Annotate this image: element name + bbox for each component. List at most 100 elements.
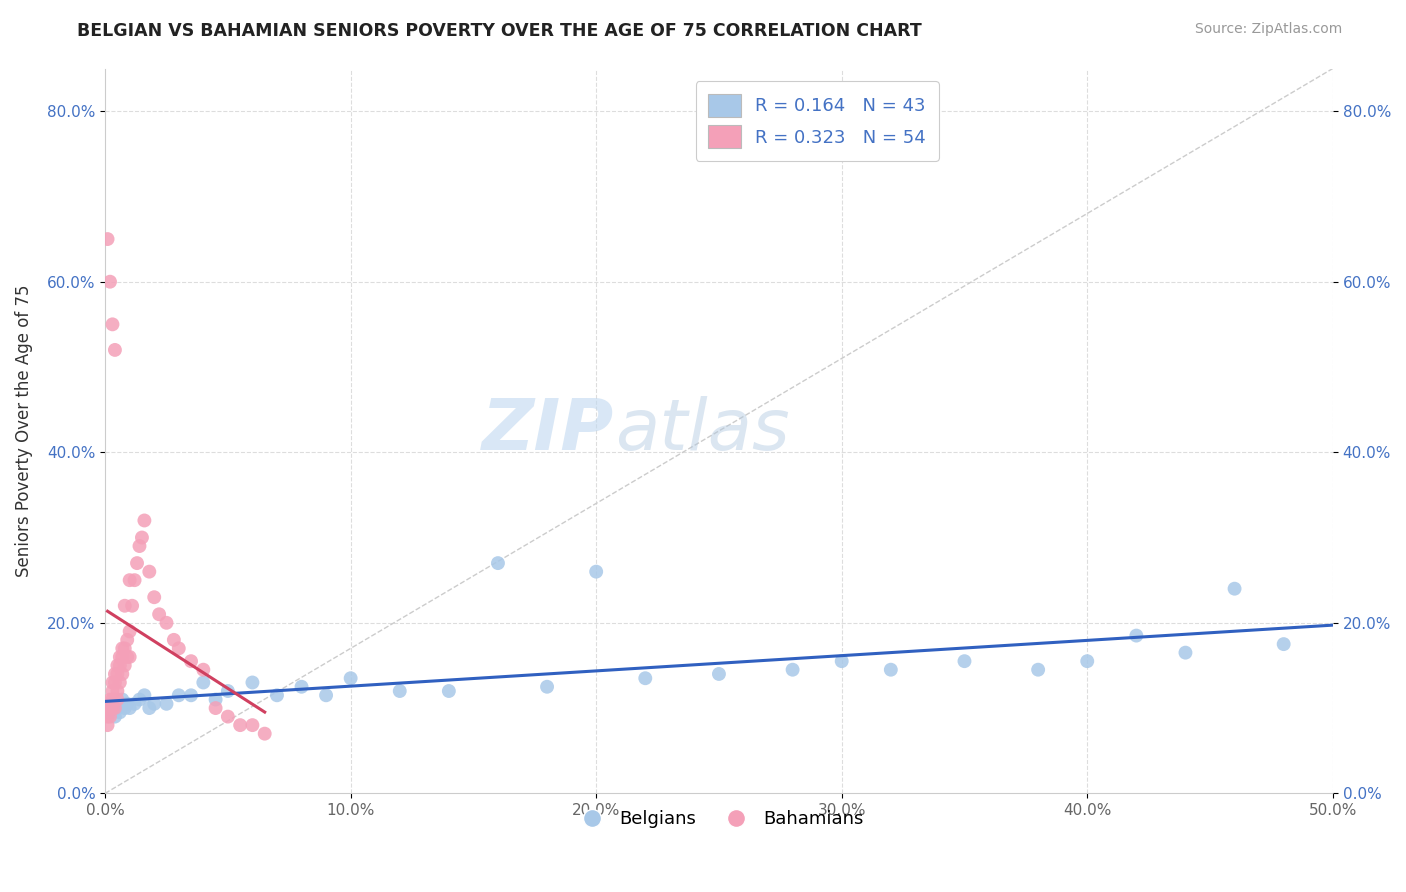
Point [108,675,131,690]
Point [97,701,120,715]
Point [115,697,138,711]
Point [128,539,150,553]
Point [111,641,134,656]
Point [111,649,134,664]
Point [105,692,128,706]
Point [114,641,136,656]
Point [204,701,226,715]
Point [217,684,239,698]
Point [97,701,120,715]
Point [114,701,136,715]
Legend: Belgians, Bahamians: Belgians, Bahamians [567,803,870,835]
Point [1125,629,1147,643]
Point [111,692,134,706]
Point [97,709,120,723]
Point [143,697,166,711]
Point [101,684,124,698]
Point [104,675,127,690]
Point [138,565,160,579]
Point [131,531,153,545]
Point [101,318,124,332]
Point [831,654,853,668]
Point [98,709,121,723]
Point [118,649,141,664]
Point [98,692,121,706]
Point [339,671,361,685]
Text: Source: ZipAtlas.com: Source: ZipAtlas.com [1195,22,1343,37]
Point [101,692,124,706]
Point [104,709,127,723]
Point [105,667,128,681]
Point [388,684,411,698]
Point [98,275,121,289]
Point [585,565,607,579]
Point [180,688,202,702]
Point [138,701,160,715]
Point [97,718,120,732]
Point [782,663,804,677]
Point [121,599,143,613]
Text: atlas: atlas [614,396,789,466]
Point [1223,582,1246,596]
Point [193,675,215,690]
Point [143,591,166,605]
Point [104,343,127,357]
Point [101,697,124,711]
Point [104,701,127,715]
Point [111,667,134,681]
Point [242,675,264,690]
Point [290,680,312,694]
Point [155,615,177,630]
Text: ZIP: ZIP [482,396,614,466]
Point [134,688,156,702]
Point [1026,663,1049,677]
Point [97,232,120,246]
Text: BELGIAN VS BAHAMIAN SENIORS POVERTY OVER THE AGE OF 75 CORRELATION CHART: BELGIAN VS BAHAMIAN SENIORS POVERTY OVER… [77,22,922,40]
Point [114,658,136,673]
Point [167,641,190,656]
Point [104,667,127,681]
Point [124,573,146,587]
Point [155,697,177,711]
Point [229,718,252,732]
Point [101,701,124,715]
Point [105,701,128,715]
Point [204,692,226,706]
Point [148,607,170,622]
Point [536,680,558,694]
Point [98,701,121,715]
Point [105,658,128,673]
Point [118,573,141,587]
Point [118,624,141,639]
Point [253,726,276,740]
Point [124,697,146,711]
Point [163,632,186,647]
Point [634,671,657,685]
Point [115,632,138,647]
Y-axis label: Seniors Poverty Over the Age of 75: Seniors Poverty Over the Age of 75 [15,285,32,577]
Point [1272,637,1295,651]
Point [167,688,190,702]
Point [1174,646,1197,660]
Point [108,658,131,673]
Point [315,688,337,702]
Point [180,654,202,668]
Point [108,706,131,720]
Point [217,709,239,723]
Point [266,688,288,702]
Point [128,692,150,706]
Point [101,675,124,690]
Point [1076,654,1098,668]
Point [125,556,148,570]
Point [134,513,156,527]
Point [105,684,128,698]
Point [118,701,141,715]
Point [437,684,460,698]
Point [880,663,903,677]
Point [953,654,976,668]
Point [98,706,121,720]
Point [242,718,264,732]
Point [114,599,136,613]
Point [115,649,138,664]
Point [108,649,131,664]
